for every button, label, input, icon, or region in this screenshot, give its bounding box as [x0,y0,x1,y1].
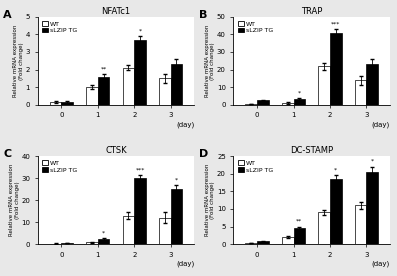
Bar [293,99,305,105]
Text: **: ** [296,219,303,224]
Bar [257,100,269,105]
Text: A: A [3,10,12,20]
Text: *: * [371,159,374,164]
Text: ***: *** [331,22,341,26]
Bar [171,189,182,244]
Title: NFATc1: NFATc1 [102,7,131,16]
Text: *: * [102,230,105,235]
Bar [330,179,341,244]
Bar [98,239,110,244]
Text: *: * [175,177,178,182]
Bar [159,218,171,244]
Bar [366,172,378,244]
Bar [245,243,257,244]
Text: *: * [334,168,337,173]
Bar [282,103,293,105]
Bar [355,205,366,244]
Legend: WT, sLZIP TG: WT, sLZIP TG [237,20,274,34]
Bar [282,237,293,244]
Text: (day): (day) [372,261,390,267]
Text: (day): (day) [176,261,195,267]
Bar [171,64,182,105]
Y-axis label: Relative mRNA expression
(Fold change): Relative mRNA expression (Fold change) [13,25,24,97]
Bar [123,216,134,244]
Y-axis label: Relative mRNA expression
(Fold change): Relative mRNA expression (Fold change) [9,164,20,236]
Legend: WT, sLZIP TG: WT, sLZIP TG [41,159,79,174]
Text: **: ** [100,66,107,71]
Bar [245,104,257,105]
Bar [50,243,62,244]
Bar [62,243,73,244]
Bar [86,87,98,105]
Text: B: B [199,10,207,20]
Legend: WT, sLZIP TG: WT, sLZIP TG [41,20,79,34]
Bar [330,33,341,105]
Bar [159,78,171,105]
Text: *: * [139,28,142,33]
Bar [293,228,305,244]
Text: D: D [199,149,208,159]
Text: C: C [3,149,12,159]
Title: TRAP: TRAP [301,7,322,16]
Text: (day): (day) [372,121,390,128]
Bar [98,77,110,105]
Text: *: * [298,90,301,95]
Bar [134,40,146,105]
Bar [62,102,73,105]
Bar [50,102,62,105]
Bar [257,242,269,244]
Y-axis label: Relative mRNA expression
(Fold change): Relative mRNA expression (Fold change) [204,25,216,97]
Bar [86,242,98,244]
Title: CTSK: CTSK [105,146,127,155]
Legend: WT, sLZIP TG: WT, sLZIP TG [237,159,274,174]
Bar [355,80,366,105]
Bar [318,66,330,105]
Bar [318,213,330,244]
Bar [123,68,134,105]
Text: ***: *** [135,167,145,172]
Y-axis label: Relative mRNA expression
(Fold change): Relative mRNA expression (Fold change) [204,164,216,236]
Bar [134,178,146,244]
Bar [366,64,378,105]
Title: DC-STAMP: DC-STAMP [290,146,333,155]
Text: (day): (day) [176,121,195,128]
